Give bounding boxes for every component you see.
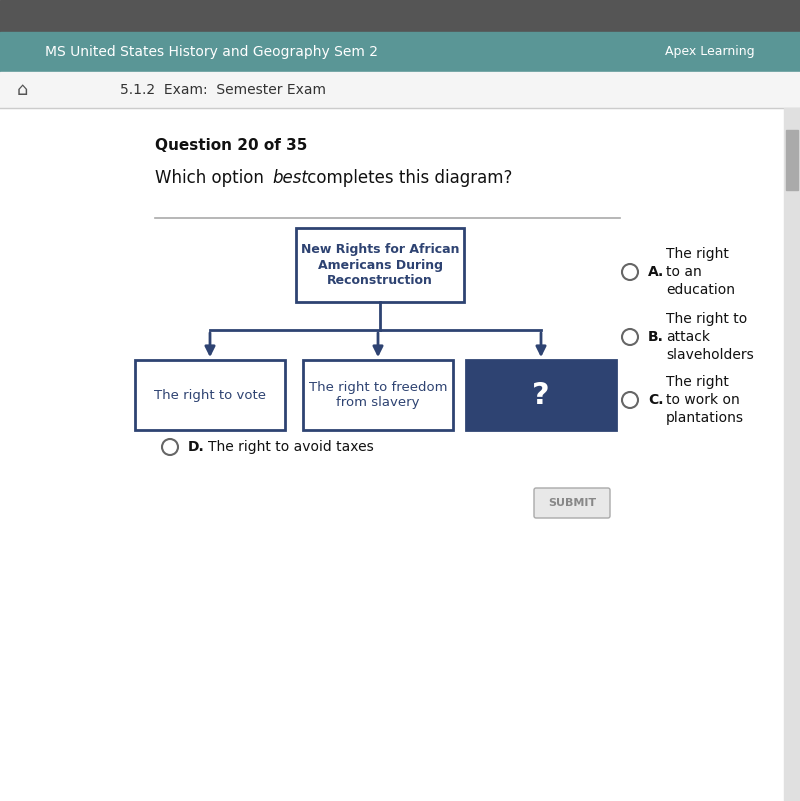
FancyBboxPatch shape — [296, 228, 464, 302]
Bar — [0, 0, 800, 32]
Text: New Rights for African
Americans During
Reconstruction: New Rights for African Americans During … — [301, 244, 459, 287]
Text: MS United States History and Geography Sem 2: MS United States History and Geography S… — [45, 45, 378, 59]
Text: The right to
attack
slaveholders: The right to attack slaveholders — [666, 312, 754, 362]
Bar — [0, 32, 800, 72]
Text: best: best — [272, 169, 308, 187]
Text: D.: D. — [188, 440, 205, 454]
Text: Which option: Which option — [155, 169, 269, 187]
Text: Apex Learning: Apex Learning — [666, 46, 755, 58]
Text: The right
to an
education: The right to an education — [666, 247, 735, 297]
Text: ⌂: ⌂ — [16, 81, 28, 99]
Bar — [784, 108, 800, 801]
Text: ?: ? — [532, 380, 550, 409]
FancyBboxPatch shape — [303, 360, 453, 430]
Bar — [786, 130, 798, 190]
Text: completes this diagram?: completes this diagram? — [302, 169, 512, 187]
Text: Question 20 of 35: Question 20 of 35 — [155, 138, 307, 152]
Text: B.: B. — [648, 330, 664, 344]
Text: 5.1.2  Exam:  Semester Exam: 5.1.2 Exam: Semester Exam — [120, 83, 326, 97]
Text: The right to vote: The right to vote — [154, 388, 266, 401]
Text: The right
to work on
plantations: The right to work on plantations — [666, 375, 744, 425]
Bar — [0, 72, 800, 108]
Text: The right to avoid taxes: The right to avoid taxes — [208, 440, 374, 454]
FancyBboxPatch shape — [466, 360, 616, 430]
Text: C.: C. — [648, 393, 663, 407]
FancyBboxPatch shape — [135, 360, 285, 430]
Bar — [0, 108, 800, 801]
Text: A.: A. — [648, 265, 664, 279]
Text: The right to freedom
from slavery: The right to freedom from slavery — [309, 381, 447, 409]
Text: SUBMIT: SUBMIT — [548, 498, 596, 508]
FancyBboxPatch shape — [534, 488, 610, 518]
